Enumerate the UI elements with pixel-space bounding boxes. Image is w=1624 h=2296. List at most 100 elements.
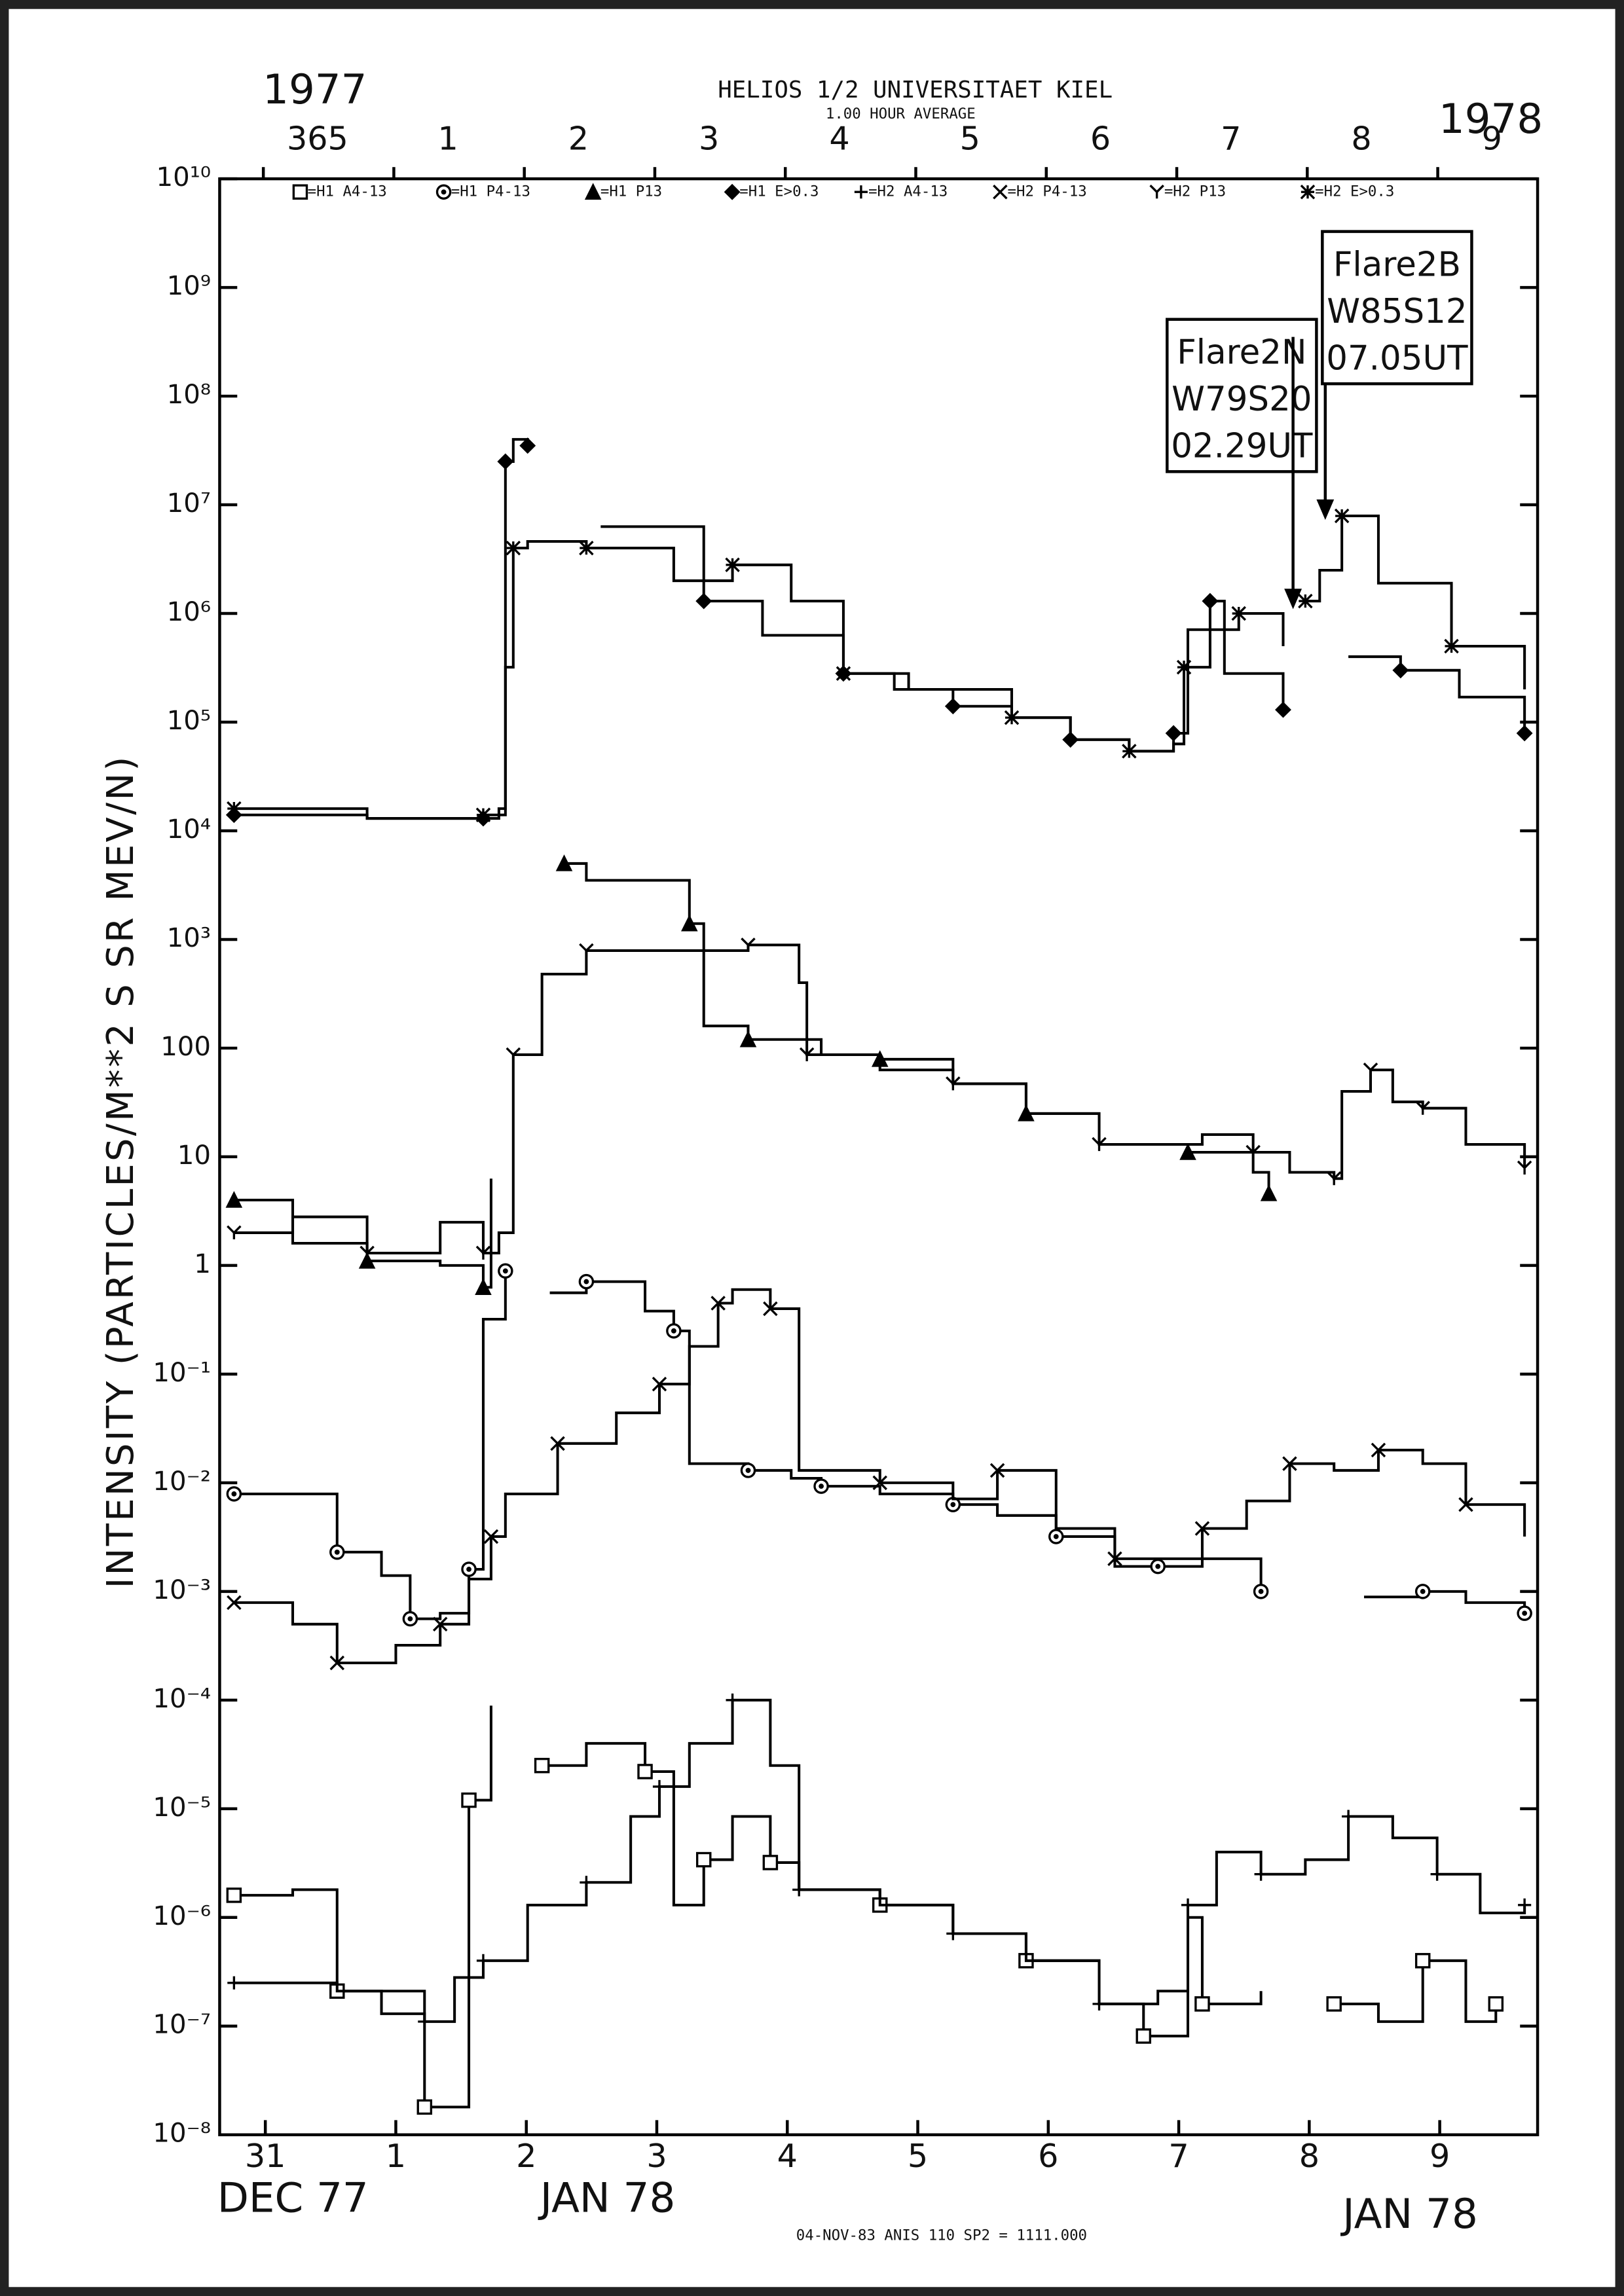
marker-part: [1258, 1588, 1264, 1594]
marker-part: [652, 1779, 667, 1793]
marker: [1181, 1898, 1195, 1912]
marker-part: [762, 1855, 779, 1870]
marker-part: [946, 1076, 961, 1091]
marker-part: [1363, 1062, 1378, 1077]
y-tick-label: 10⁻²: [153, 1467, 211, 1497]
marker: [225, 1191, 243, 1208]
marker-part: [1202, 592, 1219, 610]
marker: [578, 1273, 595, 1290]
marker-part: [555, 854, 573, 871]
marker-part: [475, 1278, 492, 1295]
marker: [724, 183, 741, 200]
marker: [1149, 184, 1164, 199]
y-tick-label: 10⁴: [167, 814, 211, 845]
legend-label: =H2 E>0.3: [1315, 183, 1394, 200]
marker-part: [1415, 1101, 1430, 1115]
marker-part: [1194, 1996, 1210, 2012]
marker-part: [476, 1954, 490, 1967]
marker-part: [1334, 508, 1350, 524]
marker-part: [836, 666, 851, 682]
legend-label: =H1 E>0.3: [739, 183, 819, 200]
x2-tick-label: 9: [1482, 119, 1502, 157]
marker: [579, 540, 594, 556]
marker: [710, 1296, 726, 1311]
marker: [1458, 1497, 1473, 1512]
marker-part: [226, 1887, 242, 1903]
marker: [506, 540, 521, 556]
x2-tick-label: 1: [438, 119, 458, 157]
y-tick-label: 10⁻⁴: [153, 1684, 211, 1714]
marker: [1253, 1584, 1269, 1599]
marker-part: [360, 1245, 375, 1260]
marker: [550, 1436, 565, 1451]
x-month-label: JAN 78: [1340, 2190, 1478, 2238]
marker-part: [1122, 744, 1137, 759]
marker: [227, 1976, 241, 1990]
annotation: Flare2B W85S12 07.05UT: [1316, 230, 1473, 520]
marker: [1107, 1551, 1122, 1567]
marker-part: [1165, 725, 1182, 742]
marker: [461, 1561, 477, 1577]
x2-tick-label: 365: [287, 119, 348, 157]
year-left: 1977: [263, 65, 367, 113]
annotation: Flare2N W79S20 02.29UT: [1166, 318, 1318, 610]
marker: [475, 1245, 491, 1260]
marker: [989, 1463, 1005, 1478]
marker: [329, 1544, 345, 1560]
marker-part: [475, 807, 491, 822]
marker-part: [872, 1475, 887, 1491]
marker: [1048, 1529, 1064, 1544]
marker: [1092, 1137, 1107, 1152]
x2-tick-label: 2: [568, 119, 589, 157]
marker: [432, 1616, 448, 1632]
marker: [872, 1475, 887, 1491]
marker: [681, 914, 698, 932]
x-month-label: DEC 77: [217, 2174, 369, 2221]
x-tick-label: 7: [1168, 2137, 1189, 2175]
marker: [946, 1927, 960, 1941]
marker: [1414, 1953, 1431, 1969]
x-tick-label: 4: [777, 2137, 798, 2175]
marker: [792, 1883, 806, 1897]
x2-tick-label: 4: [829, 119, 849, 157]
marker-part: [550, 1436, 565, 1451]
x2-tick-label: 7: [1221, 119, 1241, 157]
marker: [1135, 2028, 1152, 2044]
marker: [1444, 638, 1459, 654]
marker-part: [819, 1484, 824, 1489]
marker-part: [1392, 662, 1409, 679]
marker: [1150, 1558, 1166, 1575]
marker: [1176, 659, 1192, 675]
marker-part: [502, 1268, 508, 1274]
marker: [519, 437, 536, 454]
marker-part: [739, 1030, 757, 1048]
marker: [993, 184, 1008, 200]
marker: [637, 1764, 653, 1779]
y-tick-label: 10⁻³: [153, 1575, 211, 1605]
marker: [1392, 662, 1409, 679]
marker-part: [724, 183, 741, 200]
marker: [1415, 1101, 1430, 1115]
marker-part: [1135, 2028, 1152, 2044]
marker-part: [1155, 1563, 1161, 1569]
marker: [695, 592, 712, 610]
marker-part: [1444, 638, 1459, 654]
marker-part: [799, 1047, 815, 1062]
marker-part: [466, 1567, 471, 1572]
marker-part: [726, 1693, 739, 1707]
marker: [1326, 1171, 1342, 1186]
x-tick-label: 1: [386, 2137, 406, 2175]
marker-part: [1420, 1588, 1426, 1594]
y-tick-label: 10⁹: [167, 271, 211, 301]
marker-part: [1092, 1997, 1106, 2011]
marker-part: [584, 183, 602, 200]
marker-part: [1246, 1144, 1261, 1159]
annotation-text: W79S20: [1172, 380, 1312, 419]
marker: [1122, 744, 1137, 759]
marker: [1300, 184, 1316, 200]
y-tick-label: 1: [194, 1249, 211, 1279]
marker-part: [231, 1491, 237, 1497]
marker-part: [695, 1851, 712, 1868]
marker: [1430, 1867, 1444, 1881]
